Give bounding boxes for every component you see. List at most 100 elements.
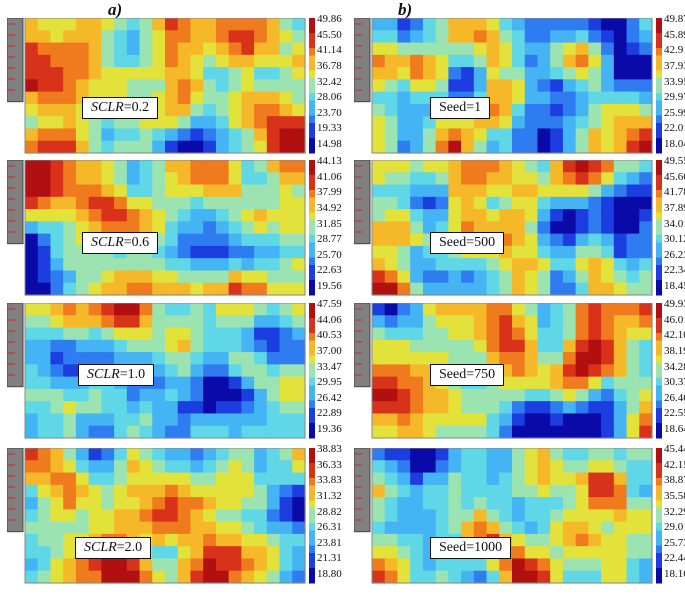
heatmap-panel: 47.59 44.06 40.53 37.00 33.47 29.95 26.42 22.89… (7, 299, 352, 443)
heatmap-cell (279, 233, 293, 247)
heatmap-cell (588, 221, 602, 235)
heatmap-cell (63, 339, 77, 353)
heatmap-cell (241, 413, 255, 427)
heatmap-cell (448, 258, 462, 272)
heatmap-cell (639, 558, 653, 572)
heatmap-cell (190, 172, 204, 186)
heatmap-cell (114, 160, 128, 173)
heatmap-cell (241, 388, 255, 402)
heatmap-cell (25, 448, 39, 461)
heatmap-cell (537, 448, 551, 461)
heatmap-cell (512, 533, 526, 547)
heatmap-cell (139, 116, 153, 130)
heatmap-cell (266, 282, 281, 296)
heatmap-cell (448, 425, 462, 439)
colorbar-swatch (309, 250, 315, 258)
heatmap-cell (537, 67, 551, 80)
heatmap-cell (588, 484, 602, 498)
heatmap-cell (550, 184, 564, 198)
heatmap-cell (292, 233, 306, 247)
heatmap-cell (279, 327, 293, 341)
heatmap-cell (177, 352, 192, 365)
heatmap-cell (397, 184, 411, 198)
heatmap-cell (152, 448, 166, 461)
heatmap-cell (292, 54, 306, 68)
heatmap-cell (397, 460, 411, 474)
heatmap-cell (486, 484, 500, 498)
heatmap-cell (461, 270, 475, 284)
heatmap-cell (461, 128, 475, 142)
heatmap-cell (203, 352, 217, 365)
heatmap-cell (499, 327, 513, 341)
heatmap-cell (524, 140, 539, 154)
heatmap-svg (7, 303, 315, 439)
heatmap-cell (25, 79, 39, 93)
heatmap-cell (88, 303, 102, 316)
heatmap-cell (448, 18, 462, 31)
heatmap-cell (435, 116, 449, 130)
heatmap-cell (279, 91, 293, 105)
heatmap-cell (101, 425, 115, 439)
heatmap-cell (562, 546, 577, 560)
heatmap-cell (139, 221, 153, 235)
heatmap-cell (422, 521, 437, 535)
heatmap-cell (537, 401, 551, 415)
heatmap-cell (254, 233, 268, 247)
colorbar-swatch (656, 220, 662, 228)
heatmap-cell (266, 172, 281, 186)
colorbar-swatch (656, 455, 662, 464)
heatmap-cell (562, 484, 577, 498)
heatmap-cell (190, 103, 204, 117)
colorbar-tick-label: 49.86 (317, 13, 342, 25)
heatmap-cell (473, 303, 488, 316)
colorbar-swatch (656, 575, 662, 584)
heatmap-cell (88, 18, 102, 31)
heatmap-cell (639, 315, 653, 329)
heatmap-cell (626, 533, 640, 547)
heatmap-cell (177, 282, 192, 296)
heatmap-cell (512, 172, 526, 186)
heatmap-cell (25, 103, 39, 117)
heatmap-cell (254, 401, 268, 415)
colorbar-swatch (309, 545, 315, 554)
colorbar-swatch (656, 470, 662, 479)
heatmap-cell (292, 327, 306, 341)
heatmap-cell (626, 270, 640, 284)
heatmap-cell (279, 128, 293, 142)
heatmap-cell (461, 258, 475, 272)
heatmap-cell (190, 258, 204, 272)
heatmap-cell (512, 472, 526, 486)
heatmap-cell (177, 533, 192, 547)
heatmap-cell (25, 327, 39, 341)
heatmap-cell (512, 546, 526, 560)
heatmap-cell (279, 67, 293, 80)
heatmap-cell (241, 315, 255, 329)
heatmap-cell (241, 364, 255, 378)
heatmap-cell (126, 140, 141, 154)
heatmap-cell (152, 509, 166, 523)
heatmap-cell (486, 282, 500, 296)
heatmap-cell (165, 388, 179, 402)
heatmap-cell (422, 570, 437, 584)
heatmap-cell (203, 388, 217, 402)
colorbar-tick-label: 22.55 (664, 407, 685, 420)
heatmap-cell (165, 484, 179, 498)
heatmap-cell (601, 116, 615, 130)
heatmap-cell (37, 448, 52, 461)
heatmap-cell (177, 546, 192, 560)
colorbar-swatch (309, 115, 315, 124)
heatmap-cell (626, 172, 640, 186)
heatmap-cell (101, 30, 115, 44)
heatmap-cell (537, 509, 551, 523)
heatmap-cell (114, 460, 128, 474)
heatmap-cell (165, 546, 179, 560)
heatmap-cell (550, 484, 564, 498)
heatmap-cell (266, 533, 281, 547)
heatmap-cell (254, 18, 268, 31)
heatmap-cell (639, 54, 653, 68)
heatmap-cell (101, 460, 115, 474)
heatmap-cell (254, 184, 268, 198)
heatmap-cell (550, 233, 564, 247)
panel-parameter-label: SCLR=2.0 (75, 537, 152, 559)
heatmap-cell (50, 42, 64, 56)
